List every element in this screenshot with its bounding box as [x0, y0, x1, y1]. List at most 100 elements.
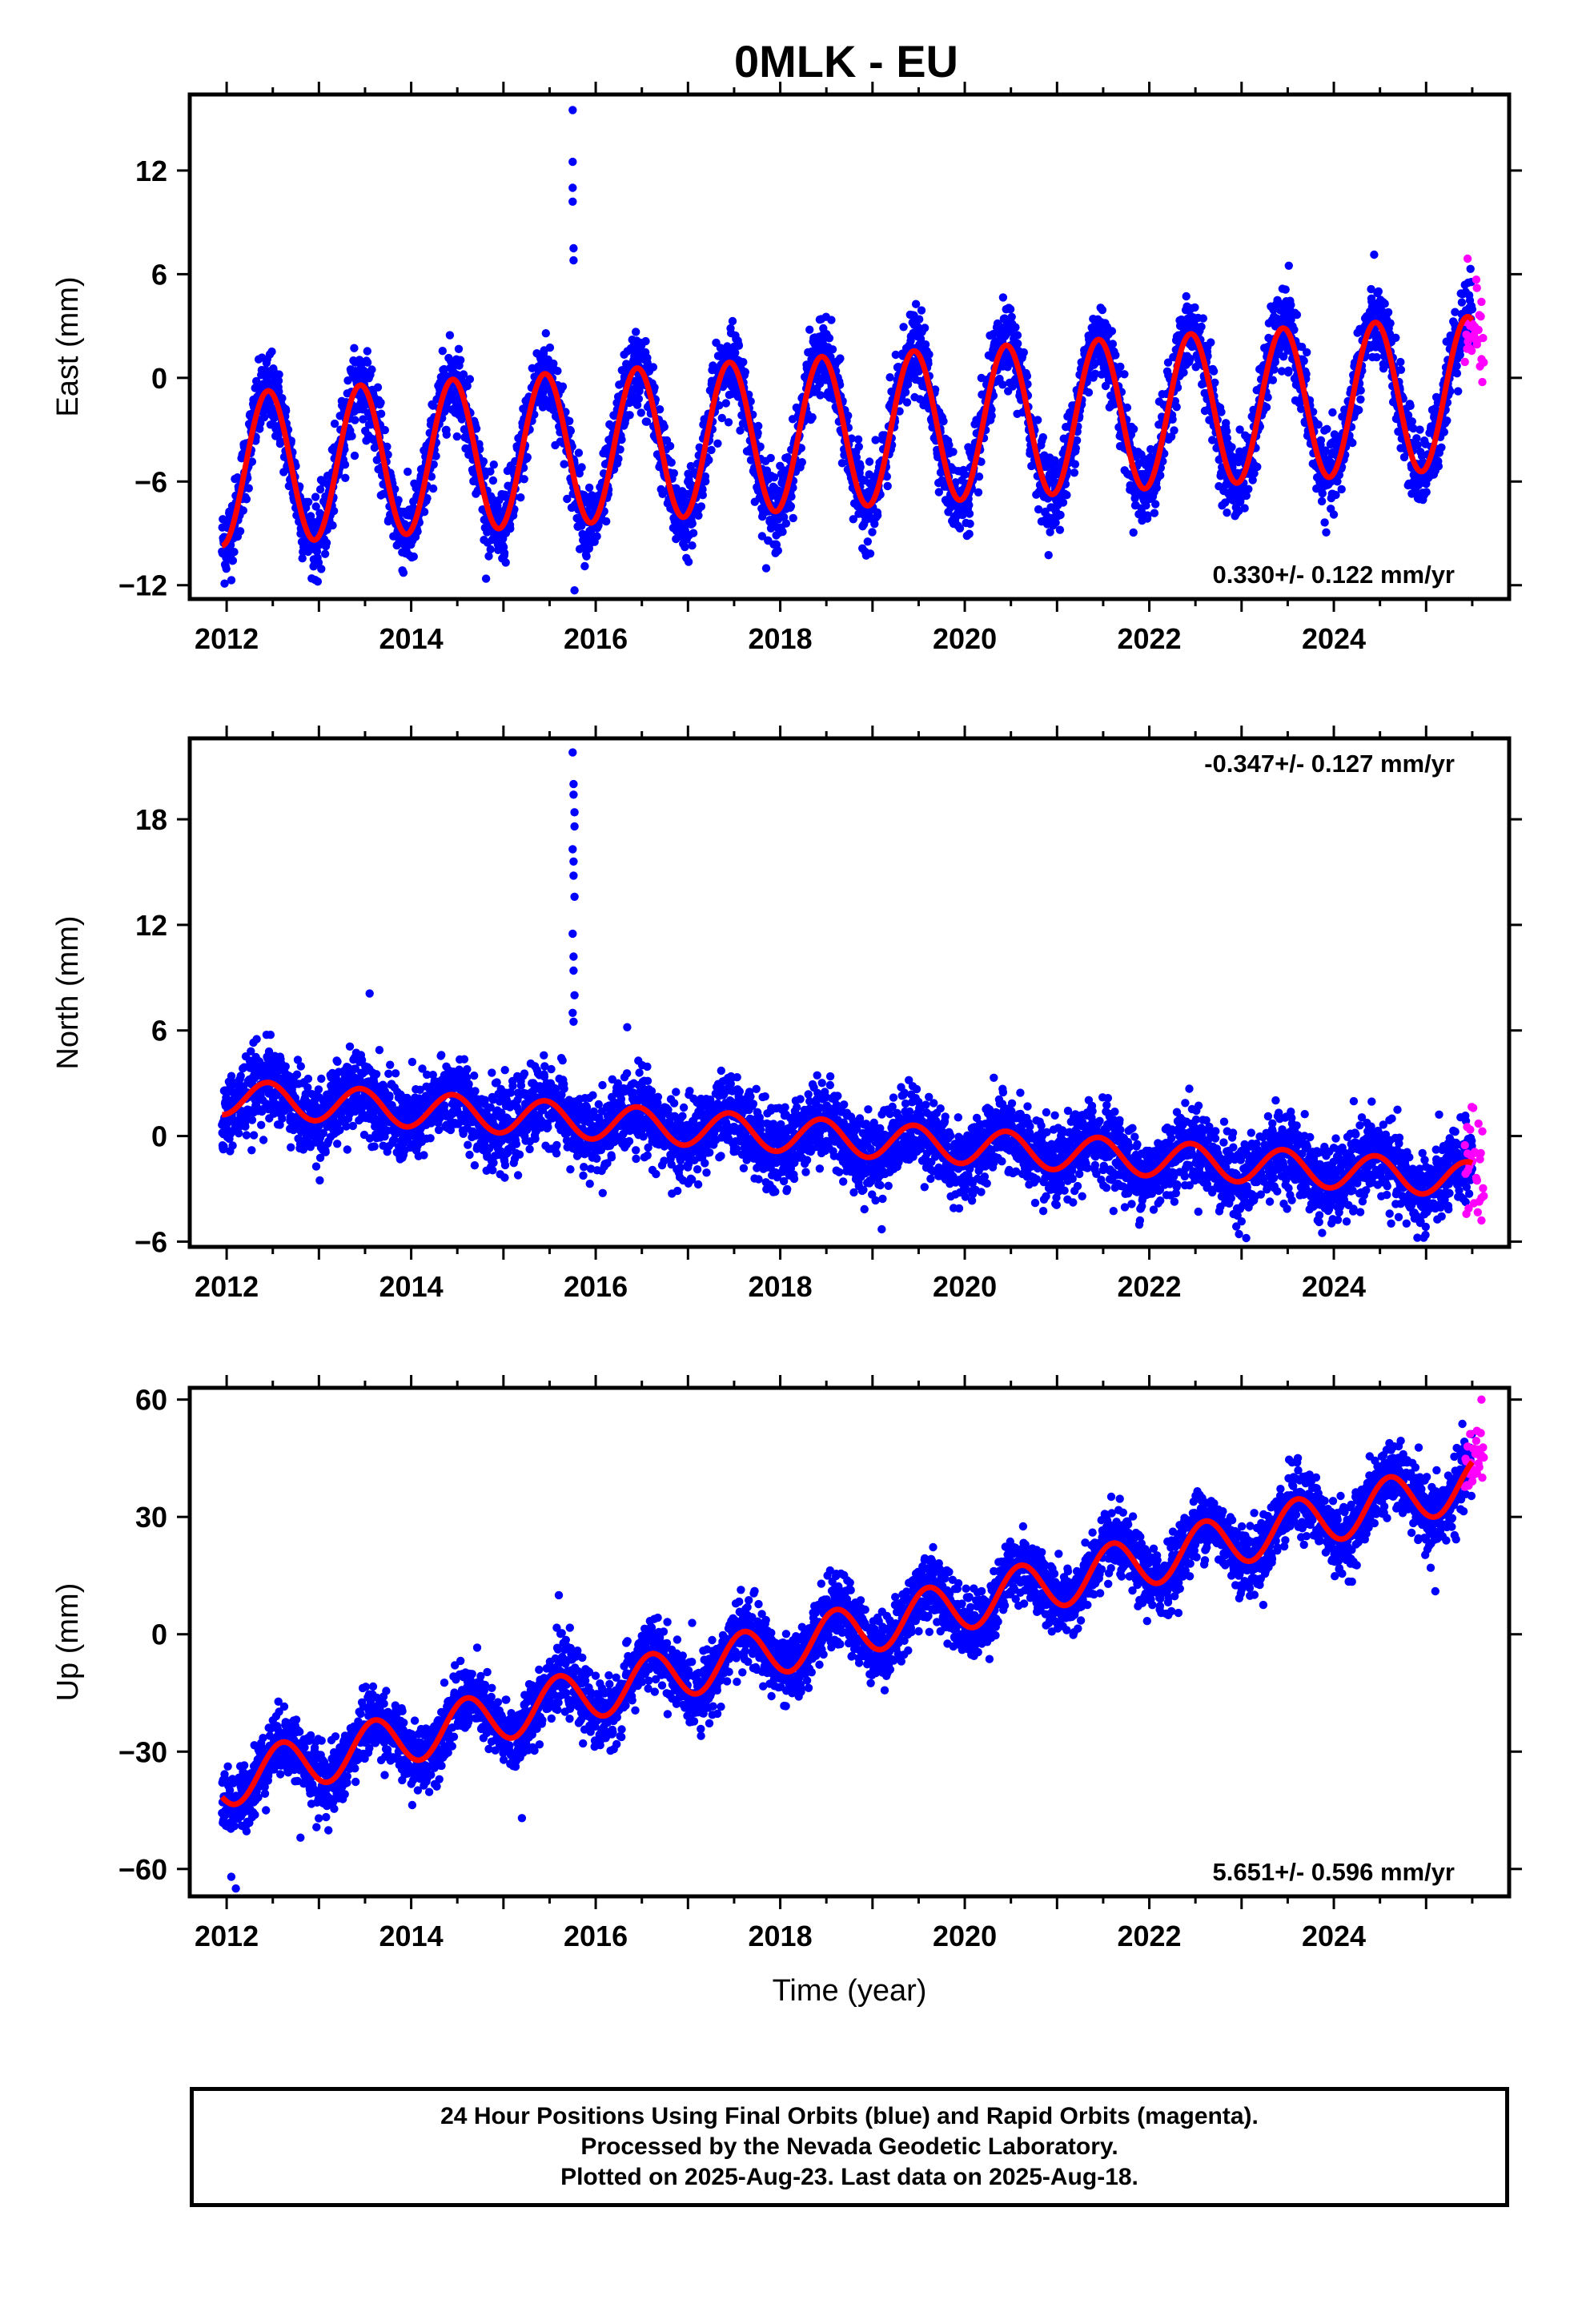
final-orbit-point: [481, 574, 491, 583]
final-orbit-outlier: [568, 197, 577, 206]
final-orbit-point: [278, 394, 287, 403]
final-orbit-point: [484, 552, 493, 561]
final-orbit-point: [486, 545, 495, 554]
final-orbit-outlier: [568, 106, 577, 115]
final-orbit-point: [488, 476, 498, 485]
final-orbit-point: [1380, 300, 1389, 308]
final-orbit-point: [1223, 509, 1231, 517]
final-orbit-point: [854, 442, 864, 451]
final-orbit-point: [707, 445, 716, 455]
rapid-orbit-point: [1460, 357, 1469, 367]
final-orbit-point: [376, 409, 386, 418]
final-orbit-point: [501, 558, 510, 567]
final-orbit-point: [228, 556, 238, 565]
final-orbit-point: [1062, 491, 1071, 500]
final-orbit-point: [1006, 305, 1015, 314]
final-orbit-point: [523, 452, 532, 462]
final-orbit-point: [617, 435, 626, 444]
final-orbit-point: [314, 558, 323, 567]
final-orbit-point: [472, 424, 481, 433]
final-orbit-point: [688, 541, 697, 550]
final-orbit-point: [350, 451, 359, 460]
final-orbit-point: [1437, 443, 1446, 452]
final-orbit-outlier: [568, 157, 577, 167]
final-orbit-point: [856, 462, 865, 472]
final-orbit-point: [949, 448, 958, 456]
final-orbit-point: [454, 344, 464, 353]
final-orbit-point: [409, 552, 418, 561]
final-orbit-point: [560, 460, 568, 468]
rapid-orbit-point: [1472, 275, 1481, 284]
final-orbit-point: [380, 425, 389, 435]
final-orbit-point: [713, 439, 722, 448]
final-orbit-point: [1292, 310, 1302, 320]
final-orbit-point: [828, 345, 837, 354]
final-orbit-point: [1316, 436, 1326, 444]
final-orbit-point: [739, 358, 748, 367]
final-orbit-point: [1240, 504, 1249, 513]
final-orbit-point: [660, 422, 669, 432]
final-orbit-point: [1129, 528, 1138, 537]
final-orbit-point: [275, 387, 283, 396]
final-orbit-point: [1299, 356, 1308, 365]
final-orbit-point: [1396, 365, 1406, 374]
final-orbit-point: [577, 463, 586, 472]
final-orbit-point: [1070, 460, 1080, 468]
final-orbit-point: [667, 458, 676, 467]
final-orbit-point: [1318, 489, 1327, 498]
final-orbit-point: [698, 491, 707, 500]
final-orbit-point: [1355, 405, 1363, 415]
final-orbit-point: [394, 496, 403, 505]
final-orbit-point: [1396, 357, 1405, 367]
final-orbit-point: [694, 511, 703, 520]
final-orbit-point: [442, 430, 451, 439]
final-orbit-point: [1439, 428, 1449, 436]
final-orbit-point: [1317, 497, 1327, 506]
final-orbit-point: [252, 376, 261, 386]
final-orbit-point: [1044, 551, 1053, 560]
final-orbit-point: [1014, 339, 1022, 348]
final-orbit-point: [1374, 287, 1383, 296]
final-orbit-point: [584, 483, 594, 493]
final-orbit-point: [350, 344, 359, 352]
final-orbit-point: [1107, 327, 1117, 336]
final-orbit-point: [428, 484, 438, 493]
rapid-orbit-point: [1478, 377, 1487, 387]
final-orbit-point: [244, 484, 253, 493]
final-orbit-point: [1011, 323, 1020, 332]
final-orbit-point: [853, 435, 863, 444]
final-orbit-point: [1454, 387, 1463, 396]
final-orbit-point: [311, 502, 320, 511]
final-orbit-point: [304, 497, 313, 506]
final-orbit-point: [1207, 338, 1215, 347]
final-orbit-point: [558, 382, 568, 391]
final-orbit-point: [634, 394, 644, 404]
final-orbit-point: [574, 448, 584, 457]
rapid-orbit-point: [1476, 312, 1485, 321]
final-orbit-point: [565, 416, 574, 425]
final-orbit-point: [766, 453, 775, 463]
final-orbit-point: [404, 467, 412, 476]
final-orbit-point: [227, 576, 236, 585]
final-orbit-point: [563, 494, 572, 504]
final-orbit-point: [917, 306, 926, 315]
final-orbit-point: [998, 293, 1008, 302]
final-orbit-point: [786, 502, 796, 511]
final-orbit-point: [781, 519, 791, 528]
final-orbit-point: [582, 552, 591, 561]
final-orbit-point: [545, 343, 555, 352]
final-orbit-point: [242, 495, 251, 504]
final-orbit-point: [1415, 425, 1424, 434]
final-orbit-point: [1268, 376, 1278, 384]
final-orbit-point: [479, 457, 488, 466]
final-orbit-outlier: [568, 183, 577, 192]
final-orbit-point: [1152, 484, 1162, 493]
final-orbit-outlier: [570, 586, 579, 595]
final-orbit-point: [1182, 292, 1191, 301]
final-orbit-point: [276, 437, 285, 446]
final-orbit-point: [728, 316, 737, 326]
final-orbit-point: [641, 336, 650, 346]
final-orbit-point: [1303, 348, 1311, 357]
final-orbit-point: [1056, 510, 1065, 520]
